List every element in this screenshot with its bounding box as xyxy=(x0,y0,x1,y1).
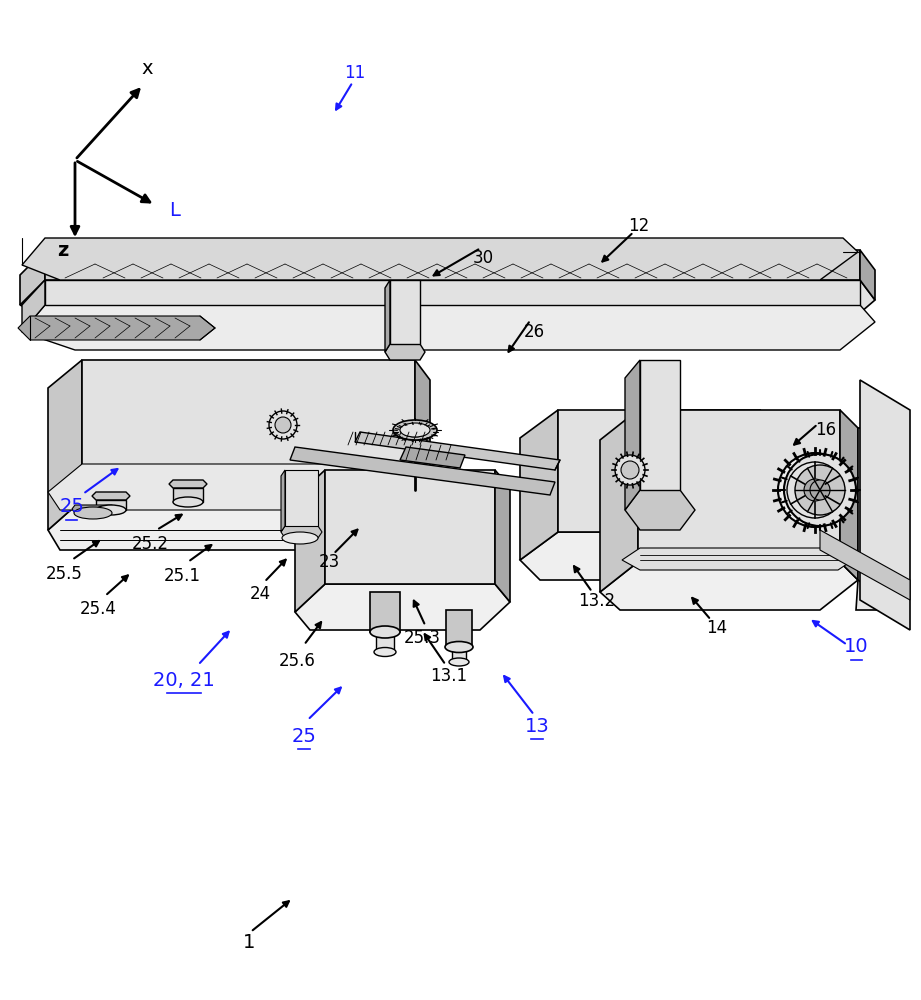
Polygon shape xyxy=(625,490,695,530)
Polygon shape xyxy=(385,344,425,360)
Polygon shape xyxy=(415,360,430,520)
Polygon shape xyxy=(82,360,415,500)
Polygon shape xyxy=(385,280,390,352)
Ellipse shape xyxy=(787,462,843,518)
Polygon shape xyxy=(600,562,858,610)
Polygon shape xyxy=(18,316,215,340)
Ellipse shape xyxy=(615,455,645,485)
Text: 23: 23 xyxy=(319,553,341,571)
Ellipse shape xyxy=(173,497,203,507)
Ellipse shape xyxy=(275,417,291,433)
Polygon shape xyxy=(370,592,400,632)
Polygon shape xyxy=(20,280,875,330)
Text: 25.1: 25.1 xyxy=(164,567,201,585)
Polygon shape xyxy=(376,632,394,652)
Polygon shape xyxy=(390,280,420,344)
Polygon shape xyxy=(290,447,555,495)
Ellipse shape xyxy=(370,626,400,638)
Ellipse shape xyxy=(445,642,473,652)
Ellipse shape xyxy=(804,479,826,501)
Text: 25: 25 xyxy=(59,497,85,516)
Polygon shape xyxy=(856,428,900,610)
Ellipse shape xyxy=(810,480,830,500)
Polygon shape xyxy=(860,380,910,630)
Polygon shape xyxy=(600,410,638,592)
Text: z: z xyxy=(57,240,69,259)
Ellipse shape xyxy=(282,532,318,544)
Polygon shape xyxy=(285,470,318,526)
Text: 13.1: 13.1 xyxy=(430,667,467,685)
Ellipse shape xyxy=(269,411,297,439)
Ellipse shape xyxy=(778,453,852,527)
Polygon shape xyxy=(295,470,325,612)
Ellipse shape xyxy=(784,454,856,526)
Polygon shape xyxy=(22,238,858,280)
Polygon shape xyxy=(638,410,840,562)
Ellipse shape xyxy=(795,465,845,515)
Ellipse shape xyxy=(393,420,437,440)
Ellipse shape xyxy=(400,423,430,437)
Ellipse shape xyxy=(621,461,639,479)
Polygon shape xyxy=(760,410,780,550)
Polygon shape xyxy=(452,647,466,662)
Text: 10: 10 xyxy=(845,638,869,656)
Text: 25.2: 25.2 xyxy=(132,535,169,553)
Polygon shape xyxy=(173,488,203,502)
Text: 20, 21: 20, 21 xyxy=(153,671,216,690)
Ellipse shape xyxy=(96,505,126,515)
Text: 25.6: 25.6 xyxy=(279,652,316,670)
Polygon shape xyxy=(355,432,560,470)
Text: 25.4: 25.4 xyxy=(80,600,117,618)
Text: L: L xyxy=(169,200,181,220)
Text: 30: 30 xyxy=(473,249,494,267)
Text: 16: 16 xyxy=(815,421,835,439)
Polygon shape xyxy=(48,360,82,530)
Ellipse shape xyxy=(403,427,427,437)
Polygon shape xyxy=(400,447,465,468)
Polygon shape xyxy=(325,470,495,584)
Text: 13.2: 13.2 xyxy=(578,592,615,610)
Polygon shape xyxy=(48,500,430,550)
Text: 13: 13 xyxy=(525,716,549,736)
Polygon shape xyxy=(20,250,45,305)
Polygon shape xyxy=(622,548,856,570)
Ellipse shape xyxy=(374,648,396,656)
Polygon shape xyxy=(840,410,858,580)
Polygon shape xyxy=(92,492,130,500)
Polygon shape xyxy=(520,410,558,560)
Polygon shape xyxy=(495,470,510,602)
Polygon shape xyxy=(640,360,680,490)
Polygon shape xyxy=(625,360,640,510)
Polygon shape xyxy=(22,280,45,332)
Polygon shape xyxy=(169,480,207,488)
Text: 14: 14 xyxy=(706,619,727,637)
Text: 12: 12 xyxy=(627,217,649,235)
Text: 24: 24 xyxy=(251,585,271,603)
Ellipse shape xyxy=(396,424,434,440)
Text: 11: 11 xyxy=(344,64,366,82)
Text: 25.3: 25.3 xyxy=(403,629,440,647)
Polygon shape xyxy=(48,464,430,510)
Polygon shape xyxy=(45,250,860,280)
Text: x: x xyxy=(141,58,153,78)
Polygon shape xyxy=(446,610,472,647)
Polygon shape xyxy=(45,280,860,305)
Polygon shape xyxy=(96,500,126,510)
Polygon shape xyxy=(72,505,115,513)
Polygon shape xyxy=(22,305,875,350)
Ellipse shape xyxy=(74,507,112,519)
Polygon shape xyxy=(820,530,910,600)
Polygon shape xyxy=(295,584,510,630)
Polygon shape xyxy=(281,470,285,532)
Polygon shape xyxy=(558,410,760,532)
Text: 25: 25 xyxy=(291,726,317,746)
Text: 25.5: 25.5 xyxy=(46,565,83,583)
Ellipse shape xyxy=(449,658,469,666)
Polygon shape xyxy=(281,526,322,538)
Polygon shape xyxy=(520,532,780,580)
Polygon shape xyxy=(860,250,875,300)
Text: 1: 1 xyxy=(242,932,255,951)
Text: 26: 26 xyxy=(524,323,544,341)
